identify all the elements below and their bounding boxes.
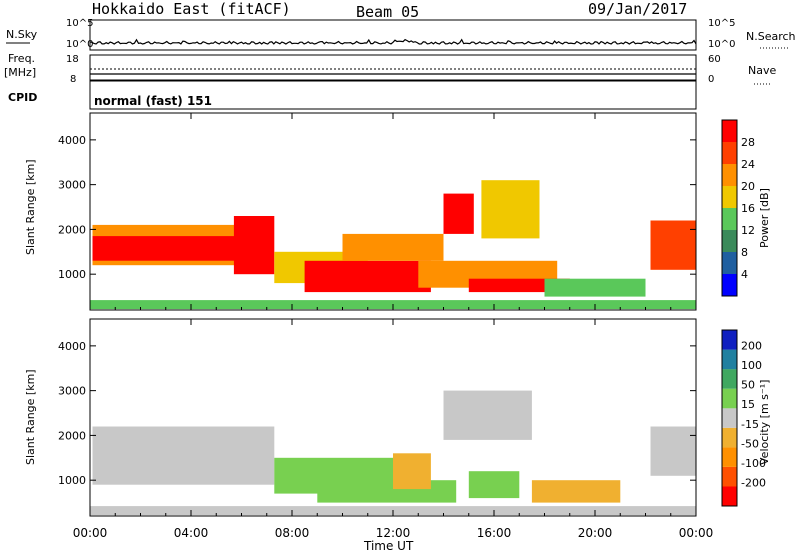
nsky-right-tick-top: 10^5 (708, 18, 735, 29)
power-ylabel: Slant Range [km] (24, 159, 37, 255)
velocity-colorbar-swatch (722, 330, 737, 350)
nsky-panel: N.Sky 10^5 10^0 10^5 10^0 N.Search (6, 18, 796, 51)
freq-panel: Freq. [MHz] 18 8 60 0 Nave (4, 52, 776, 85)
velocity-colorbar-swatch (722, 427, 737, 448)
cpid-label: CPID (8, 91, 37, 104)
x-tick-label: 12:00 (376, 526, 411, 540)
freq-label: Freq. (8, 52, 35, 65)
x-tick-label: 04:00 (174, 526, 209, 540)
power-colorbar-swatch (722, 208, 737, 230)
velocity-ytick-label: 3000 (58, 385, 86, 398)
beam-label: Beam 05 (356, 3, 419, 21)
velocity-ylabel: Slant Range [km] (24, 369, 37, 465)
cpid-panel: CPID normal (fast) 151 (8, 80, 697, 110)
power-region-2 (233, 216, 275, 275)
x-tick-label: 08:00 (275, 526, 310, 540)
velocity-region-2 (317, 480, 457, 503)
nsky-trace (89, 38, 697, 45)
velocity-colorbar-label: Velocity [m s⁻¹] (758, 380, 771, 465)
nsky-label: N.Sky (6, 28, 38, 41)
x-axis-title: Time UT (363, 539, 414, 553)
power-colorbar-tick: 16 (741, 202, 755, 215)
x-tick-label: 20:00 (578, 526, 613, 540)
nsky-left-tick-top: 10^5 (66, 18, 93, 29)
velocity-colorbar-tick: 100 (741, 359, 762, 372)
power-ytick-label: 3000 (58, 179, 86, 192)
velocity-colorbar-tick: 50 (741, 379, 755, 392)
power-region-6 (443, 193, 474, 234)
nsearch-label: N.Search (746, 30, 796, 43)
velocity-region-5 (468, 471, 520, 499)
power-region-11 (650, 220, 696, 270)
freq-unit: [MHz] (4, 66, 36, 79)
freq-left-tick-bottom: 8 (70, 74, 76, 85)
velocity-colorbar-swatch (722, 349, 737, 370)
plot-title: Hokkaido East (fitACF) (92, 0, 291, 18)
velocity-colorbar-tick: -15 (741, 418, 759, 431)
nave-label: Nave (748, 64, 776, 77)
power-colorbar-swatch (722, 230, 737, 252)
velocity-panel: 1000 2000 3000 4000 Slant Range [km] 200 100… (24, 318, 771, 517)
velocity-colorbar-tick: 200 (741, 340, 762, 353)
power-colorbar-swatch (722, 186, 737, 208)
power-colorbar-tick: 24 (741, 158, 755, 171)
power-region-7 (481, 180, 540, 239)
velocity-colorbar-swatch (722, 486, 737, 506)
velocity-ytick-label: 4000 (58, 340, 86, 353)
cpid-value: normal (fast) 151 (94, 94, 212, 108)
nave-right-tick-top: 60 (708, 54, 721, 65)
velocity-ytick-label: 2000 (58, 429, 86, 442)
velocity-colorbar-swatch (722, 466, 737, 487)
power-ytick-label: 1000 (58, 268, 86, 281)
power-colorbar-label: Power [dB] (758, 188, 771, 248)
power-colorbar-tick: 8 (741, 246, 748, 259)
power-colorbar-tick: 28 (741, 136, 755, 149)
velocity-colorbar-tick: 15 (741, 398, 755, 411)
velocity-region-4 (443, 390, 532, 440)
power-region-1 (92, 236, 247, 261)
velocity-colorbar-swatch (722, 447, 737, 467)
x-tick-label: 16:00 (477, 526, 512, 540)
x-tick-label: 00:00 (679, 526, 714, 540)
velocity-region-3 (393, 453, 431, 490)
velocity-colorbar-tick: -50 (741, 437, 759, 450)
power-colorbar-tick: 20 (741, 180, 755, 193)
nsky-right-tick-bottom: 10^0 (708, 39, 735, 50)
velocity-colorbar-swatch (722, 388, 737, 409)
velocity-region-6 (531, 480, 621, 503)
power-panel: 1000 2000 3000 4000 Slant Range [km] 28 24 20… (24, 112, 771, 311)
power-region-4 (304, 260, 431, 293)
velocity-colorbar-swatch (722, 408, 737, 428)
power-region-10 (544, 278, 646, 297)
velocity-region-0 (92, 426, 275, 485)
velocity-colorbar-swatch (722, 369, 737, 389)
velocity-colorbar-tick: -100 (741, 457, 766, 470)
power-colorbar-tick: 4 (741, 268, 748, 281)
velocity-colorbar-tick: -200 (741, 476, 766, 489)
power-region-5 (342, 233, 444, 261)
freq-left-tick-top: 18 (66, 54, 79, 65)
velocity-region-7 (650, 426, 696, 476)
nave-right-tick-bottom: 0 (708, 74, 714, 85)
power-colorbar-swatch (722, 120, 737, 142)
power-ytick-label: 2000 (58, 223, 86, 236)
x-tick-label: 00:00 (73, 526, 108, 540)
date-label: 09/Jan/2017 (588, 0, 687, 18)
nsky-left-tick-bottom: 10^0 (66, 39, 93, 50)
power-colorbar-swatch (722, 274, 737, 296)
velocity-ytick-label: 1000 (58, 474, 86, 487)
power-colorbar-tick: 12 (741, 224, 755, 237)
power-colorbar-swatch (722, 252, 737, 274)
power-colorbar-swatch (722, 142, 737, 164)
power-colorbar-swatch (722, 164, 737, 186)
power-ytick-label: 4000 (58, 134, 86, 147)
